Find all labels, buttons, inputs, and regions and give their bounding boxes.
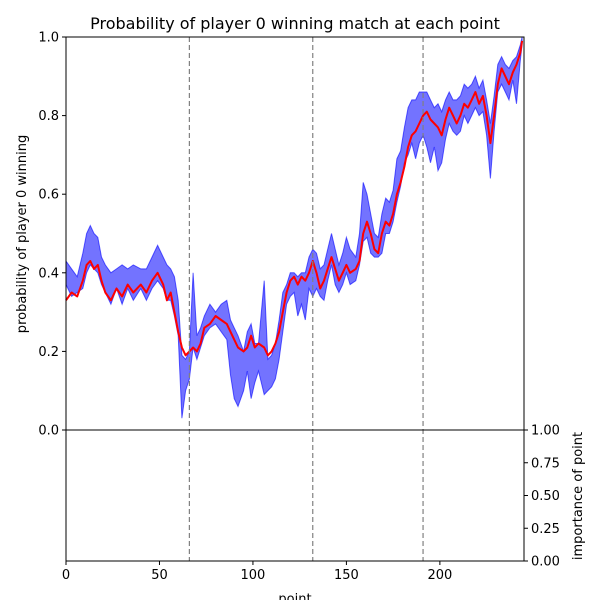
y2-tick-label: 0.25	[531, 522, 560, 537]
y-axis-label: probability of player 0 winning	[15, 135, 30, 333]
chart-title: Probability of player 0 winning match at…	[90, 14, 500, 33]
uncertainty-band	[65, 36, 523, 419]
x-tick-label: 100	[241, 568, 266, 583]
y2-tick-label: 0.75	[531, 456, 560, 471]
x-tick-label: 150	[334, 568, 359, 583]
plot-area: 0.0 0.2 0.4 0.6 0.8 1.0 0.00 0.25 0.50 0.75 1.00 0 5…	[38, 31, 560, 584]
probability-line	[65, 40, 524, 357]
upper-panel-frame	[65, 36, 525, 431]
y2-tick-label: 1.00	[531, 424, 560, 439]
y-tick-label: 0.2	[38, 345, 59, 360]
y-tick-label: 0.4	[38, 266, 59, 281]
x-tick-label: 50	[151, 568, 168, 583]
y2-tick-label: 0.00	[531, 555, 560, 570]
y-tick-label: 0.8	[38, 109, 59, 124]
y-tick-label: 0.6	[38, 188, 59, 203]
x-axis-label: point	[278, 592, 311, 600]
x-tick-label: 0	[62, 568, 70, 583]
y-tick-label: 1.0	[38, 31, 59, 46]
y-tick-label: 0.0	[38, 424, 59, 439]
y2-axis-label: importance of point	[571, 432, 586, 560]
y2-tick-label: 0.50	[531, 489, 560, 504]
x-tick-label: 200	[427, 568, 452, 583]
lower-panel-frame	[65, 429, 525, 562]
